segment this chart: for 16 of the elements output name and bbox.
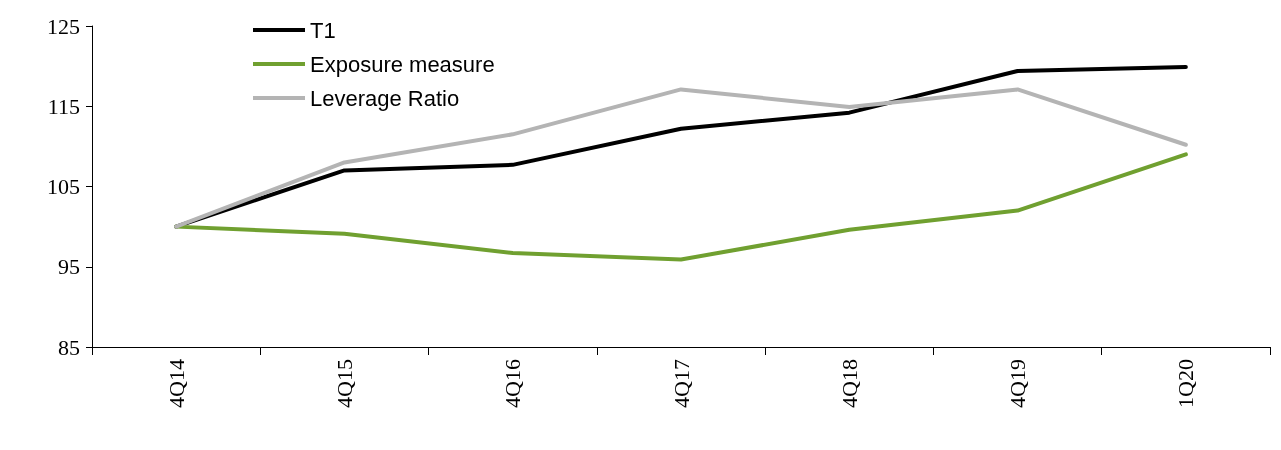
y-tick-label: 85 [58,334,80,360]
x-tick-label: 4Q14 [163,359,189,408]
line-series [174,152,1188,262]
x-tick-label: 4Q16 [500,359,526,408]
legend-label: Exposure measure [310,51,495,77]
x-tick-label: 1Q20 [1173,359,1199,408]
legend-label: T1 [310,17,336,43]
y-tick-label: 125 [47,13,80,39]
x-tick-label: 4Q19 [1005,359,1031,408]
legend-label: Leverage Ratio [310,85,460,111]
y-tick-label: 95 [58,254,80,280]
y-tick-label: 105 [47,174,80,199]
x-tick-label: 4Q18 [836,359,862,408]
y-tick-label: 115 [47,93,80,119]
x-tick-label: 4Q15 [331,359,357,408]
x-tick-label: 4Q17 [668,359,694,408]
